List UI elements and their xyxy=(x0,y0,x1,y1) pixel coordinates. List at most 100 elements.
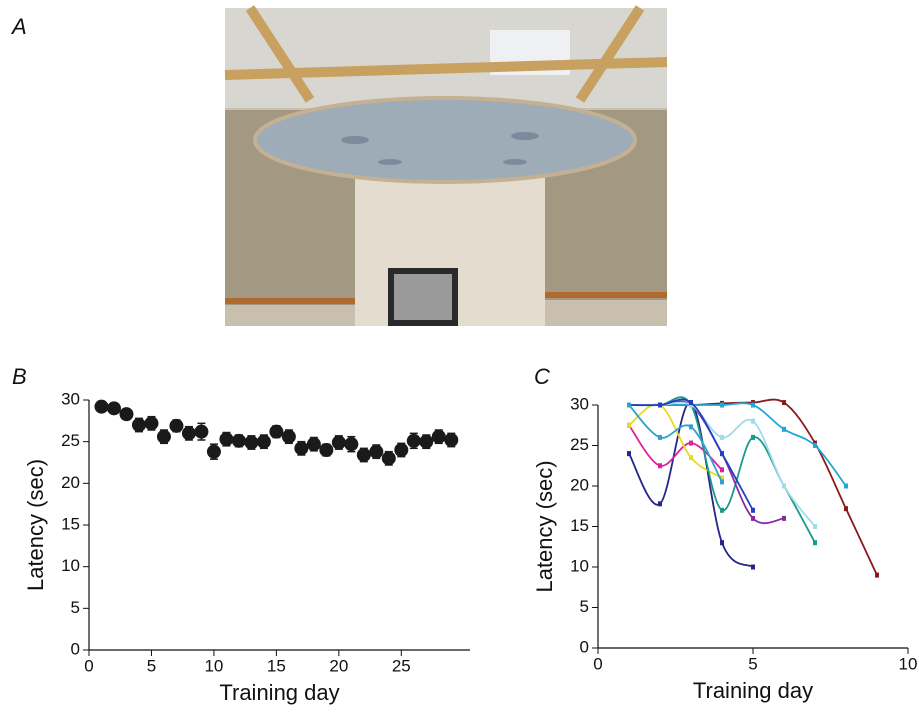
point xyxy=(751,564,755,570)
point xyxy=(356,448,371,462)
point xyxy=(720,540,724,546)
hole xyxy=(341,136,369,144)
point xyxy=(231,433,246,448)
photo xyxy=(224,5,668,326)
point xyxy=(406,433,421,448)
point xyxy=(94,399,109,414)
point xyxy=(844,506,848,512)
point xyxy=(206,444,221,459)
x-tick-label: 25 xyxy=(392,656,411,675)
y-tick-label: 15 xyxy=(570,516,589,535)
point xyxy=(813,443,817,448)
point xyxy=(658,402,662,408)
y-tick-label: 0 xyxy=(71,639,80,658)
point xyxy=(169,418,184,433)
point xyxy=(331,435,346,450)
point xyxy=(689,455,693,461)
point xyxy=(369,444,384,459)
panel-label: C xyxy=(534,364,550,389)
x-tick-label: 5 xyxy=(147,656,156,675)
x-tick-label: 5 xyxy=(748,654,757,673)
y-tick-label: 5 xyxy=(580,597,589,616)
point xyxy=(689,400,693,406)
point xyxy=(751,418,755,424)
y-tick-label: 25 xyxy=(570,435,589,454)
beam xyxy=(224,57,668,80)
point xyxy=(813,524,817,529)
sill xyxy=(225,298,355,304)
hole xyxy=(503,159,527,165)
point xyxy=(689,440,693,446)
point xyxy=(319,443,334,457)
point xyxy=(131,418,146,432)
point xyxy=(658,463,662,469)
point xyxy=(194,424,209,439)
point xyxy=(844,483,848,489)
panel-label: A xyxy=(10,14,27,39)
point xyxy=(181,426,196,441)
point xyxy=(119,407,134,422)
point xyxy=(281,429,296,444)
y-tick-label: 30 xyxy=(570,394,589,413)
point xyxy=(294,441,309,456)
beam xyxy=(245,5,315,103)
point xyxy=(627,422,631,428)
y-tick-label: 25 xyxy=(61,431,80,450)
y-tick-label: 30 xyxy=(61,389,80,408)
point xyxy=(782,400,786,406)
hole xyxy=(378,159,402,165)
point xyxy=(306,437,321,452)
point xyxy=(256,434,271,449)
point xyxy=(689,424,693,430)
panel-label: B xyxy=(12,364,27,389)
point xyxy=(244,435,259,450)
point xyxy=(269,424,284,439)
point xyxy=(106,401,121,416)
point xyxy=(782,426,786,432)
point xyxy=(431,429,446,444)
picture xyxy=(394,274,452,320)
point xyxy=(720,467,724,473)
x-tick-label: 10 xyxy=(204,656,223,675)
y-tick-label: 20 xyxy=(61,473,80,492)
point xyxy=(156,429,171,444)
x-tick-label: 20 xyxy=(329,656,348,675)
point xyxy=(627,451,631,457)
y-tick-label: 5 xyxy=(71,598,80,617)
point xyxy=(720,479,724,485)
platform xyxy=(253,96,637,184)
hole xyxy=(511,132,539,140)
point xyxy=(782,483,786,489)
point xyxy=(720,475,724,481)
beam xyxy=(575,5,645,103)
y-axis-title: Latency (sec) xyxy=(23,459,48,591)
x-tick-label: 0 xyxy=(593,654,602,673)
point xyxy=(720,507,724,513)
ceiling xyxy=(225,8,667,108)
point xyxy=(782,515,786,521)
x-axis-title: Training day xyxy=(693,678,813,703)
point xyxy=(444,433,459,447)
point xyxy=(751,402,755,408)
point xyxy=(658,434,662,440)
x-tick-label: 0 xyxy=(84,656,93,675)
point xyxy=(751,434,755,440)
x-tick-label: 15 xyxy=(267,656,286,675)
point xyxy=(627,402,631,408)
point xyxy=(144,416,159,431)
point xyxy=(875,572,879,578)
y-tick-label: 10 xyxy=(570,556,589,575)
sill xyxy=(545,292,667,298)
y-axis-title: Latency (sec) xyxy=(532,460,557,592)
series-line xyxy=(628,404,723,483)
point xyxy=(813,540,817,546)
point xyxy=(381,451,396,466)
y-tick-label: 10 xyxy=(61,556,80,575)
y-tick-label: 15 xyxy=(61,514,80,533)
point xyxy=(720,402,724,408)
point xyxy=(720,451,724,457)
x-axis-title: Training day xyxy=(219,680,339,705)
point xyxy=(419,434,434,449)
point xyxy=(751,507,755,513)
